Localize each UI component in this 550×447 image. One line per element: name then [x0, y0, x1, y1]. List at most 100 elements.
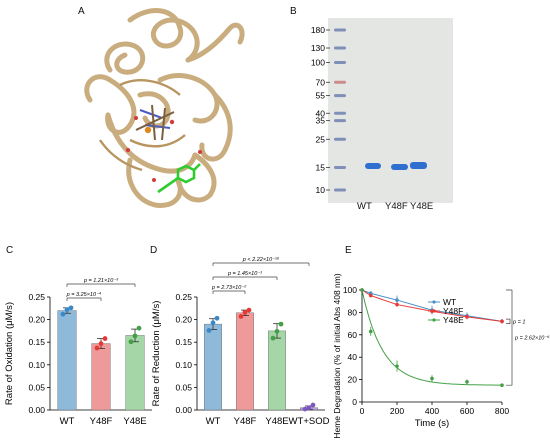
data-point [68, 305, 74, 311]
legend-label-y48e: Y48E [443, 315, 464, 325]
data-point [60, 311, 66, 317]
panel-e-label: E [345, 245, 352, 256]
y-tick-label: 40 [348, 352, 358, 362]
data-point [132, 333, 138, 339]
data-point [274, 328, 280, 334]
y-tick-label: 0.00 [175, 405, 192, 415]
legend-label-wt: WT [443, 297, 456, 307]
x-tick-label: Y48F [90, 416, 113, 427]
ladder-label-25: 25 [316, 134, 326, 144]
significance-bracket [506, 318, 511, 324]
y-axis-title: Heme Degradation (% of initial Abs 408 n… [332, 273, 342, 439]
data-point [238, 314, 244, 319]
gel-background [328, 18, 453, 203]
significance-label: p = 1 [512, 319, 525, 325]
protein-structure-image [84, 8, 245, 208]
ladder-label-100: 100 [311, 58, 325, 68]
ladder-band-15 [334, 166, 346, 170]
data-point [214, 315, 220, 321]
ladder-label-15: 15 [316, 163, 326, 173]
significance-label: p = 1.45×10⁻¹ [227, 271, 262, 277]
y-tick-label: 0.10 [28, 360, 45, 370]
x-tick-label: WT+SOD [289, 416, 330, 427]
ladder-band-70 [334, 80, 346, 84]
x-tick-label: Y48F [234, 416, 257, 427]
band-y48f [391, 164, 408, 170]
x-tick-label: 0 [360, 406, 365, 416]
legend-label-y48f: Y48F [443, 306, 463, 316]
ladder-band-55 [334, 94, 346, 98]
significance-label: p = 1.21×10⁻³ [83, 278, 118, 284]
x-tick-label: 800 [495, 406, 509, 416]
bar-y48f [91, 343, 111, 411]
y-tick-label: 0.05 [28, 382, 45, 392]
data-point [206, 328, 212, 333]
data-point-y48f [395, 302, 399, 307]
data-point [306, 405, 312, 411]
data-point [278, 321, 284, 327]
ladder-label-180: 180 [311, 25, 325, 35]
ladder-band-35 [334, 119, 346, 123]
y-axis-title: Rate of Reduction (μM/s) [151, 301, 162, 407]
y-tick-label: 0.15 [175, 337, 192, 347]
lane-label-y48f: Y48F [385, 201, 408, 212]
y-tick-label: 60 [348, 330, 358, 340]
ladder-band-130 [334, 46, 346, 50]
band-y48e [410, 162, 427, 169]
significance-label: p = 2.62×10⁻⁶ [514, 334, 550, 341]
ladder-label-70: 70 [316, 77, 326, 87]
data-point-y48e [500, 383, 504, 388]
y-tick-label: 0.20 [28, 315, 45, 325]
ladder-band-100 [334, 61, 346, 65]
x-tick-label: Y48E [265, 416, 288, 427]
significance-label: p = 2.73×10⁻² [211, 285, 246, 291]
ladder-label-40: 40 [316, 108, 326, 118]
y-tick-label: 0.10 [175, 360, 192, 370]
ladder-band-180 [334, 28, 346, 32]
y-tick-label: 20 [348, 375, 358, 385]
x-tick-label: 400 [425, 406, 439, 416]
data-point [302, 406, 308, 412]
lane-label-wt: WT [357, 201, 372, 212]
x-axis-title: Time (s) [415, 418, 449, 429]
data-point-y48e [395, 364, 399, 368]
ladder-label-55: 55 [316, 91, 326, 101]
data-point [64, 307, 70, 313]
data-point-y48f [500, 319, 504, 324]
data-point [242, 309, 248, 315]
data-point [102, 336, 108, 341]
tyrosine-48-highlight [157, 163, 201, 194]
data-point [210, 320, 216, 326]
bar-y48e [268, 330, 287, 411]
ladder-label-10: 10 [316, 185, 326, 195]
data-point [246, 307, 252, 313]
data-point [98, 341, 104, 346]
y-tick-label: 0 [352, 397, 357, 407]
data-point-wt [395, 298, 399, 302]
ladder-label-130: 130 [311, 43, 325, 53]
bar-y48e [125, 335, 145, 411]
bar-wt [57, 310, 77, 411]
y-axis-title: Rate of Oxidation (μM/s) [4, 302, 15, 405]
y-tick-label: 0.15 [28, 337, 45, 347]
legend-marker [432, 318, 436, 322]
panel-a-label: A [78, 6, 85, 17]
data-point-y48f [368, 293, 373, 298]
band-wt [365, 163, 381, 169]
lane-label-y48e: Y48E [410, 201, 434, 212]
x-tick-label: WT [60, 416, 75, 427]
data-point [136, 325, 142, 331]
data-point [310, 402, 316, 408]
bar-y48f [235, 312, 254, 411]
ladder-label-35: 35 [316, 116, 326, 126]
ladder-band-25 [334, 137, 346, 141]
ladder-band-10 [334, 188, 346, 192]
y-tick-label: 0.20 [175, 315, 192, 325]
chart-reduction-rate: 0.00 0.05 0.10 0.15 0.20 0.25 WT Y48F Y48E WT+SOD… [151, 256, 330, 427]
y-tick-label: 0.25 [175, 292, 192, 302]
y-tick-label: 0.05 [175, 382, 192, 392]
ladder-band-40 [334, 111, 346, 115]
panel-d-label: D [150, 245, 158, 256]
y-tick-label: 0.25 [28, 292, 45, 302]
